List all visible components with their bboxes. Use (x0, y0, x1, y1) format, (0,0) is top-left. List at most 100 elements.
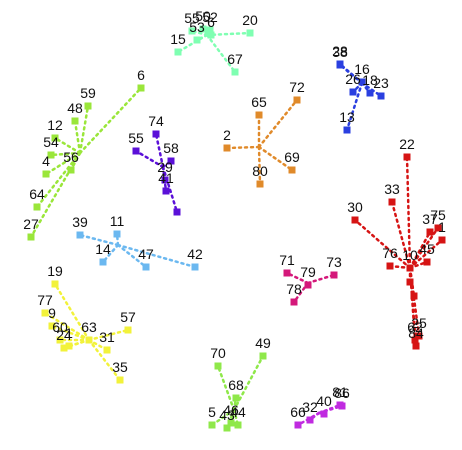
cluster-link (29, 151, 82, 239)
cluster-link (87, 338, 122, 382)
point-label: 75 (430, 207, 446, 223)
cluster-link (116, 243, 197, 269)
cluster-link (78, 233, 120, 247)
point-label: 19 (47, 263, 63, 279)
point-marker (56, 336, 64, 344)
point-marker (320, 410, 328, 418)
point-label: 53 (189, 19, 205, 35)
point-marker (343, 126, 351, 134)
point-label: 45 (419, 241, 435, 257)
point-label: 78 (286, 281, 302, 297)
cluster-link (154, 132, 165, 169)
cluster-link (216, 364, 236, 412)
cluster-6: 39 11 14 47 42 (72, 213, 203, 271)
point-label: 39 (72, 214, 88, 230)
cluster-link (338, 63, 364, 85)
point-marker (386, 262, 394, 270)
point-marker (290, 298, 298, 306)
point-label: 1 (65, 325, 73, 341)
point-label: 37 (422, 211, 438, 227)
cluster-link (73, 119, 82, 155)
point-marker (246, 29, 254, 37)
point-marker (293, 96, 301, 104)
cluster-link (308, 411, 321, 422)
point-label: 12 (47, 117, 63, 133)
point-label: 80 (252, 163, 268, 179)
point-marker (199, 25, 207, 33)
point-marker (51, 280, 59, 288)
point-marker (415, 332, 423, 340)
point-label: 18 (362, 72, 378, 88)
cluster-link (35, 151, 82, 209)
point-label: 63 (81, 319, 97, 335)
point-marker (223, 424, 231, 432)
cluster-link (134, 149, 165, 169)
cluster-link (116, 243, 148, 269)
point-marker (294, 421, 302, 429)
point-label: 26 (345, 71, 361, 87)
point-label: 33 (384, 181, 400, 197)
cluster-link (345, 81, 364, 132)
cluster-link (232, 354, 265, 412)
point-label: 30 (347, 199, 363, 215)
cluster-link (306, 273, 336, 285)
point-label: 47 (138, 246, 154, 262)
point-marker (234, 421, 242, 429)
point-label: 56 (63, 149, 79, 165)
point-marker (410, 292, 418, 300)
point-marker (41, 309, 49, 317)
point-label: 65 (251, 94, 267, 110)
point-label: 64 (29, 186, 45, 202)
point-marker (426, 228, 434, 236)
point-marker (388, 198, 396, 206)
cluster-link (43, 311, 91, 342)
point-label: 13 (339, 109, 355, 125)
point-label: 25 (411, 315, 427, 331)
point-label: 9 (48, 305, 56, 321)
point-label: 14 (95, 241, 111, 257)
cluster-2: 72 65 2 69 80 (223, 79, 305, 188)
point-marker (173, 208, 181, 216)
point-marker (42, 170, 50, 178)
point-marker (162, 187, 170, 195)
point-marker (336, 61, 344, 69)
point-marker (330, 271, 338, 279)
point-label: 4 (42, 153, 50, 169)
point-marker (48, 322, 56, 330)
point-marker (113, 230, 121, 238)
cluster-link (78, 104, 90, 155)
point-label: 41 (158, 170, 174, 186)
point-label: 10 (402, 247, 418, 263)
point-marker (152, 130, 160, 138)
point-marker (207, 31, 215, 39)
point-marker (283, 269, 291, 277)
cluster-link (257, 145, 294, 172)
cluster-link (161, 165, 179, 214)
point-marker (406, 278, 414, 286)
point-marker (99, 258, 107, 266)
cluster-link (408, 226, 440, 270)
cluster-link (232, 396, 238, 412)
cluster-link (50, 324, 91, 342)
point-marker (51, 134, 59, 142)
point-marker (132, 147, 140, 155)
point-label: 50 (195, 8, 211, 24)
point-label: 67 (227, 51, 243, 67)
point-label: 70 (210, 345, 226, 361)
point-label: 55 (128, 130, 144, 146)
point-marker (65, 342, 73, 350)
point-marker (377, 92, 385, 100)
point-label: 84 (408, 325, 424, 341)
point-marker (124, 326, 132, 334)
point-marker (47, 151, 55, 159)
point-label: 38 (332, 44, 348, 60)
point-marker (137, 84, 145, 92)
point-label: 79 (300, 264, 316, 280)
point-label: 71 (279, 252, 295, 268)
point-label: 74 (148, 113, 164, 129)
point-label: 27 (23, 216, 39, 232)
point-marker (406, 264, 414, 272)
